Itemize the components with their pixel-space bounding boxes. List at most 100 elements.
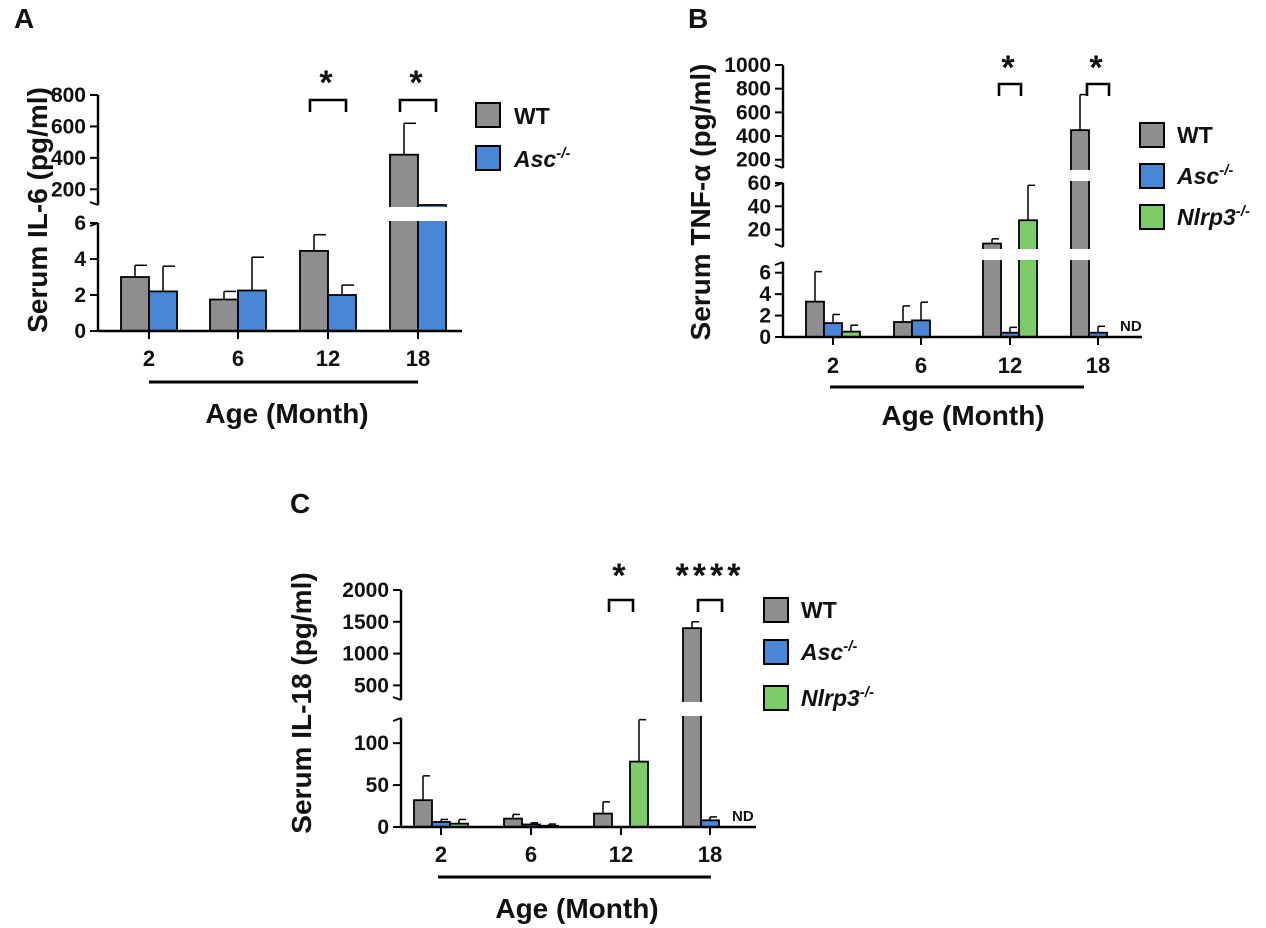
panel-b-bar-wt-6 — [893, 321, 913, 338]
panel-a-plot: 0 2 4 6 200 400 600 800 * * — [51, 64, 466, 343]
panel-b-break-mark-high-0 — [774, 261, 784, 266]
panel-c-x-tick-12: 12 — [609, 842, 633, 867]
panel-c-y-tick-label-1000: 1000 — [342, 643, 389, 666]
panel-a-y-tick-label-200: 200 — [51, 178, 86, 201]
panel-b-y-tick-label-800: 800 — [736, 78, 771, 101]
panel-a-legend-asc-swatch — [475, 145, 501, 171]
panel-c-legend-nlrp3: Nlrp3-/- — [801, 684, 874, 711]
panel-a-bar-wt-12 — [299, 249, 329, 332]
panel-c-bar-wt-6 — [503, 817, 523, 828]
panel-a-sig-star-12: * — [319, 64, 336, 102]
panel-a-sig-star-18: * — [409, 64, 426, 102]
panel-a-bar-wt-18 — [389, 153, 419, 332]
panel-a-legend-wt-swatch — [475, 102, 501, 128]
panel-b-legend: WT Asc-/- Nlrp3-/- — [1139, 122, 1250, 230]
panel-b-y-tick-label-0: 0 — [759, 326, 771, 349]
panel-a-y-tick-label-400: 400 — [51, 147, 86, 170]
panel-b-x-tick-2: 2 — [827, 353, 839, 378]
panel-c-x-tick-18: 18 — [698, 842, 722, 867]
panel-b-y-tick-label-6: 6 — [759, 262, 771, 285]
panel-b-x-tick-12: 12 — [998, 353, 1022, 378]
panel-b-bar-wt-18 — [1070, 129, 1090, 338]
panel-a-bar-asc-18 — [417, 204, 447, 332]
panel-b-axis-break-0 — [777, 249, 1146, 260]
panel-c-y-tick-label-1500: 1500 — [342, 611, 389, 634]
panel-c-letter: C — [290, 488, 310, 519]
panel-a-x-tick-12: 12 — [316, 346, 340, 371]
panel-a-y-tick-label-0: 0 — [74, 320, 86, 343]
panel-c-y-tick-label-2000: 2000 — [342, 579, 389, 602]
panel-c-y-tick-label-500: 500 — [354, 674, 389, 697]
panel-b-legend-wt: WT — [1177, 122, 1213, 148]
panel-a-legend-wt: WT — [514, 103, 550, 129]
panel-a-y-tick-label-600: 600 — [51, 115, 86, 138]
panel-b-legend-asc: Asc-/- — [1176, 162, 1233, 189]
panel-b-y-tick-label-1000: 1000 — [724, 54, 771, 77]
panel-b-nd-label: ND — [1120, 318, 1142, 335]
panel-b-y-tick-label-40: 40 — [748, 195, 771, 218]
panel-a-y-tick-label-6: 6 — [74, 212, 86, 235]
panel-b-sig-bracket-18 — [1085, 82, 1111, 96]
panel-c-break-mark-high-0 — [392, 717, 402, 722]
panel-c-x-title: Age (Month) — [495, 893, 658, 924]
panel-c-bar-wt-2 — [413, 799, 433, 828]
panel-b-y-tick-label-60: 60 — [748, 172, 771, 195]
panel-a-legend: WT Asc-/- — [475, 102, 570, 172]
panel-c: C Serum IL-18 (pg/ml) 0 50 100 500 1000 1500 2… — [286, 488, 874, 924]
panel-b-bar-wt-2 — [805, 300, 825, 338]
panel-a-bar-asc-6 — [237, 289, 267, 332]
panel-a-x-ticks: 2 6 12 18 — [143, 346, 430, 371]
panel-b-bar-nlrp3-12 — [1018, 219, 1038, 338]
panel-c-legend-nlrp3-swatch — [763, 685, 789, 711]
panel-a-break-mark-low-1 — [89, 201, 99, 206]
panel-a-x-tick-6: 6 — [232, 346, 244, 371]
panel-b-legend-nlrp3: Nlrp3-/- — [1177, 203, 1250, 230]
panel-b-legend-asc-swatch — [1139, 163, 1165, 189]
panel-b-y-tick-label-2: 2 — [759, 305, 771, 328]
panel-a-y-title: Serum IL-6 (pg/ml) — [22, 87, 53, 333]
panel-a-bar-asc-2 — [148, 290, 178, 332]
panel-a-sig-bracket-12 — [308, 98, 348, 112]
panel-b-sig-star-18: * — [1089, 49, 1106, 87]
panel-b-break-mark-low-2 — [774, 164, 784, 169]
panel-c-legend-asc-swatch — [763, 639, 789, 665]
panel-c-y-tick-label-50: 50 — [366, 774, 389, 797]
panel-b-break-mark-low-1 — [774, 243, 784, 248]
panel-a-axis-break-0 — [92, 207, 466, 221]
panel-b-sig-bracket-12 — [997, 82, 1023, 96]
panel-a-sig-bracket-18 — [398, 98, 438, 112]
panel-b-y-tick-label-4: 4 — [759, 283, 771, 306]
panel-c-legend: WT Asc-/- Nlrp3-/- — [763, 597, 874, 711]
panel-b-x-title: Age (Month) — [881, 400, 1044, 431]
panel-b-x-tick-18: 18 — [1086, 353, 1110, 378]
panel-a-y-tick-label-800: 800 — [51, 84, 86, 107]
panel-b-y-tick-label-400: 400 — [736, 125, 771, 148]
panel-a-x-title: Age (Month) — [205, 398, 368, 429]
panel-c-bar-nlrp3-12 — [629, 760, 649, 828]
panel-c-sig-bracket-18 — [696, 598, 724, 612]
panel-b-bar-asc-2 — [823, 322, 843, 338]
panel-c-break-mark-low-1 — [392, 696, 402, 701]
panel-c-y-tick-label-0: 0 — [377, 816, 389, 839]
panel-a-bar-asc-12 — [327, 294, 357, 332]
panel-a-bar-wt-2 — [120, 276, 150, 332]
panel-c-x-ticks: 2 6 12 18 — [435, 842, 722, 867]
panel-a-legend-asc: Asc-/- — [513, 145, 570, 172]
panel-b-y-tick-label-600: 600 — [736, 101, 771, 124]
panel-c-sig-bracket-12 — [607, 598, 635, 612]
panel-b-x-ticks: 2 6 12 18 — [827, 353, 1110, 378]
panel-b-y-title: Serum TNF-α (pg/ml) — [685, 64, 716, 341]
panel-c-axis-break-0 — [395, 702, 760, 716]
panel-c-y-title: Serum IL-18 (pg/ml) — [286, 572, 317, 833]
panel-a-x-tick-18: 18 — [406, 346, 430, 371]
panel-c-bar-wt-12 — [593, 812, 613, 828]
panel-c-y-tick-label-100: 100 — [354, 732, 389, 755]
panel-c-x-tick-6: 6 — [525, 842, 537, 867]
panel-b-sig-star-12: * — [1001, 49, 1018, 87]
panel-b-legend-nlrp3-swatch — [1139, 204, 1165, 230]
panel-c-nd-label: ND — [732, 808, 754, 825]
